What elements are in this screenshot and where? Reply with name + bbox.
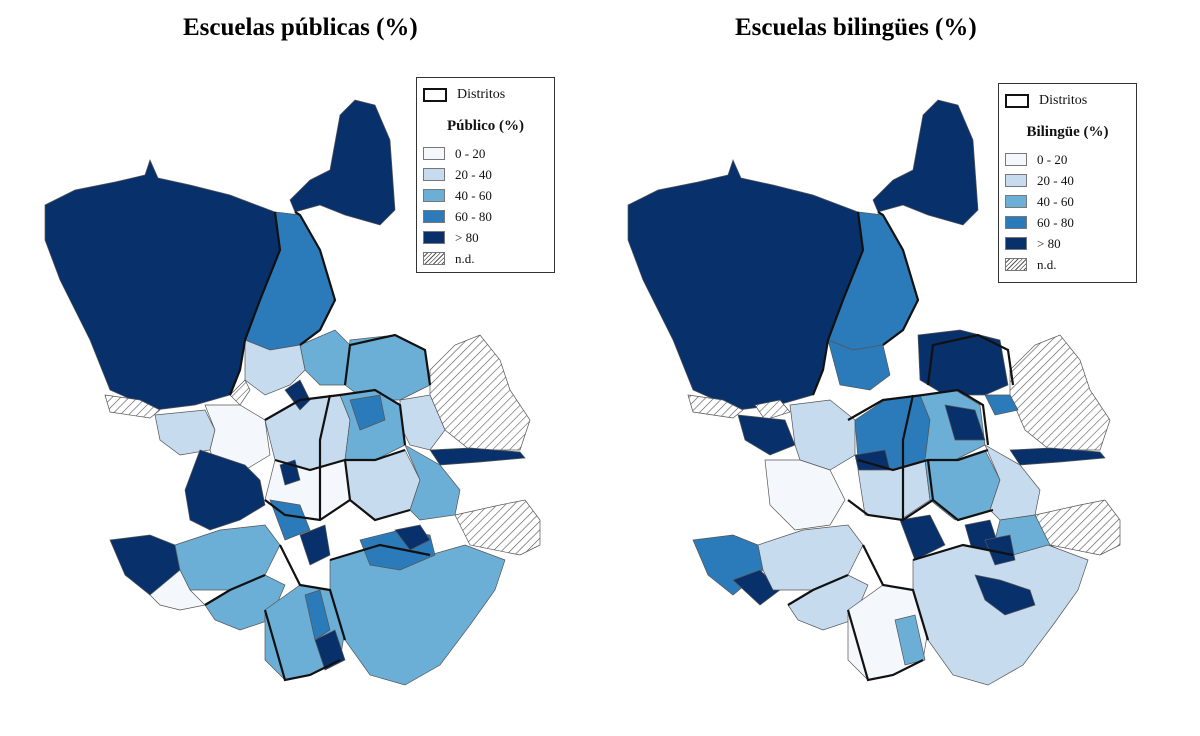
legend-label: 20 - 40 [455,166,492,182]
region-west-nd [687,394,744,419]
legend-class-5: > 80 [999,233,1136,254]
legend-class-1: 0 - 20 [999,149,1136,170]
region-se-dark [974,574,1036,616]
legend-heading: Bilingüe (%) [1026,124,1109,140]
region-ne-sub [984,394,1019,416]
legend-swatch [423,189,445,202]
legend-label: 40 - 60 [455,187,492,203]
region-east-nd [1034,499,1121,556]
legend-label: 60 - 80 [455,208,492,224]
region-nw-nd [229,379,251,406]
legend-swatch [1005,195,1027,208]
legend-class-3: 40 - 60 [417,185,554,206]
legend-label: 40 - 60 [1037,193,1074,209]
legend-class-2: 20 - 40 [999,170,1136,191]
legend-swatch [1005,237,1027,250]
legend-label: 0 - 20 [455,145,486,161]
district-border-swatch [423,88,447,102]
region-se-large [329,544,506,686]
region-ne-mid [344,334,431,401]
legend-districts-row: Distritos [999,88,1136,114]
map-title-public: Escuelas públicas (%) [183,14,418,41]
region-n-mid2 [827,339,891,391]
region-east-1 [404,444,461,521]
legend-swatch [423,147,445,160]
region-north-arm [289,99,396,226]
legend-class-4: 60 - 80 [417,206,554,227]
region-north-arm [872,99,979,226]
legend-class-5: > 80 [417,227,554,248]
legend-swatch [1005,153,1027,166]
legend-label: > 80 [1037,235,1061,251]
legend-class-4: 60 - 80 [999,212,1136,233]
legend-heading: Público (%) [446,118,525,134]
legend-districts-label: Distritos [457,87,506,102]
region-s-dark [304,589,331,641]
legend-nd: n.d. [999,254,1136,275]
region-ne-nd [429,334,531,451]
legend-nd-swatch [423,252,445,265]
region-west-white [764,459,846,531]
legend-label: > 80 [455,229,479,245]
region-n-pale [244,339,306,396]
region-ne-nd [1009,334,1111,451]
legend-nd-label: n.d. [455,250,475,266]
region-s-mid [894,614,926,666]
region-center-mid-a [349,394,386,431]
region-east-nd [454,499,541,556]
legend-swatch [423,168,445,181]
legend-swatch [1005,174,1027,187]
legend-bilingual: Distritos Bilingüe (%) 0 - 20 20 - 40 40… [998,83,1137,283]
region-east-strip [429,447,526,466]
legend-public: Distritos Público (%) 0 - 20 20 - 40 40 … [416,77,555,273]
region-west-pale [789,399,856,471]
legend-districts-row: Distritos [417,82,554,108]
district-border-swatch [1005,94,1029,108]
region-s-tip [314,629,346,671]
region-center-dark-c [299,524,331,566]
region-west-nd [104,394,161,419]
legend-class-3: 40 - 60 [999,191,1136,212]
legend-label: 0 - 20 [1037,151,1068,167]
map-bilingual [627,99,1121,686]
region-center-dark2 [944,404,986,441]
region-sw-dark [184,449,266,531]
legend-nd: n.d. [417,248,554,269]
region-west-pale [154,409,216,456]
legend-nd-swatch [1005,258,1027,271]
legend-nd-label: n.d. [1037,256,1057,272]
region-west-dark [737,414,796,456]
legend-label: 20 - 40 [1037,172,1074,188]
region-n-dark [917,329,1009,396]
legend-districts-label: Distritos [1039,93,1088,108]
region-w-nd2 [754,399,791,421]
legend-swatch [423,210,445,223]
region-nw [627,159,864,411]
region-se-dark2 [984,534,1016,566]
legend-swatch [1005,216,1027,229]
legend-class-1: 0 - 20 [417,143,554,164]
map-title-bilingual: Escuelas bilingües (%) [735,14,977,41]
legend-label: 60 - 80 [1037,214,1074,230]
legend-class-2: 20 - 40 [417,164,554,185]
region-center-dark3 [899,514,946,561]
map-public [44,99,541,686]
region-east-strip [1009,447,1106,466]
legend-swatch [423,231,445,244]
region-se-large [912,544,1089,686]
region-center-1 [264,394,351,471]
region-se-dark [394,524,431,551]
